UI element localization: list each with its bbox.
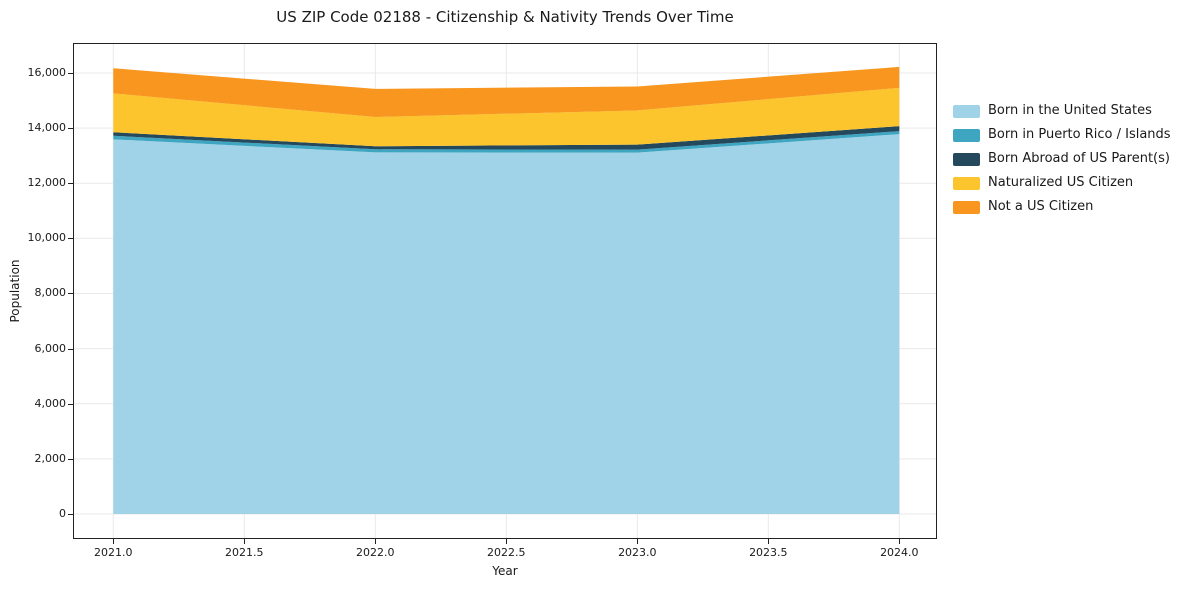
- x-tick-mark: [375, 539, 377, 544]
- area-series-1: [113, 131, 900, 153]
- x-tick-mark: [899, 539, 901, 544]
- legend-swatch-icon: [953, 176, 980, 190]
- y-tick-label: 8,000: [34, 286, 67, 300]
- legend-item-not-citizen: Not a US Citizen: [953, 200, 1171, 214]
- y-tick-label: 0: [59, 507, 66, 521]
- x-tick-label: 2024.0: [880, 546, 919, 559]
- y-axis-label: Population: [8, 259, 22, 323]
- legend-swatch-icon: [953, 128, 980, 142]
- y-tick-mark: [68, 238, 73, 240]
- y-tick-mark: [68, 458, 73, 460]
- y-tick-label: 10,000: [27, 231, 67, 245]
- stacked-area-plot: [74, 44, 936, 538]
- x-tick-mark: [244, 539, 246, 544]
- y-tick-mark: [68, 348, 73, 350]
- legend-label: Not a US Citizen: [988, 199, 1094, 214]
- x-tick-label: 2022.0: [356, 546, 395, 559]
- x-tick-label: 2021.0: [94, 546, 133, 559]
- y-tick-mark: [68, 403, 73, 405]
- x-tick-label: 2021.5: [225, 546, 264, 559]
- legend-item-born-in-us: Born in the United States: [953, 104, 1171, 118]
- y-tick-label: 14,000: [27, 121, 67, 135]
- x-tick-mark: [113, 539, 115, 544]
- y-tick-label: 2,000: [34, 451, 67, 465]
- area-series-0: [113, 134, 900, 515]
- y-tick-label: 4,000: [34, 396, 67, 410]
- y-tick-label: 6,000: [34, 341, 67, 355]
- area-series-3: [113, 87, 900, 147]
- area-series-2: [113, 126, 900, 150]
- x-axis-label: Year: [492, 564, 518, 578]
- y-tick-mark: [68, 183, 73, 185]
- x-tick-mark: [768, 539, 770, 544]
- y-tick-label: 12,000: [27, 176, 67, 190]
- legend-swatch-icon: [953, 104, 980, 118]
- y-tick-mark: [68, 72, 73, 74]
- x-tick-mark: [637, 539, 639, 544]
- y-tick-label: 16,000: [27, 65, 67, 79]
- plot-border: [73, 43, 937, 539]
- y-tick-mark: [68, 514, 73, 516]
- legend-item-born-abroad: Born Abroad of US Parent(s): [953, 152, 1171, 166]
- legend-label: Born Abroad of US Parent(s): [988, 151, 1170, 166]
- legend-swatch-icon: [953, 152, 980, 166]
- area-series-4: [113, 66, 900, 118]
- legend-label: Born in Puerto Rico / Islands: [988, 127, 1171, 142]
- y-tick-mark: [68, 293, 73, 295]
- x-tick-label: 2023.5: [749, 546, 788, 559]
- legend: Born in the United States Born in Puerto…: [953, 104, 1171, 214]
- chart-title: US ZIP Code 02188 - Citizenship & Nativi…: [276, 8, 734, 26]
- legend-label: Naturalized US Citizen: [988, 175, 1134, 190]
- x-tick-label: 2023.0: [618, 546, 657, 559]
- legend-item-born-in-puerto-rico: Born in Puerto Rico / Islands: [953, 128, 1171, 142]
- x-tick-label: 2022.5: [487, 546, 526, 559]
- legend-label: Born in the United States: [988, 103, 1152, 118]
- y-tick-mark: [68, 128, 73, 130]
- x-tick-mark: [506, 539, 508, 544]
- legend-swatch-icon: [953, 200, 980, 214]
- legend-item-naturalized: Naturalized US Citizen: [953, 176, 1171, 190]
